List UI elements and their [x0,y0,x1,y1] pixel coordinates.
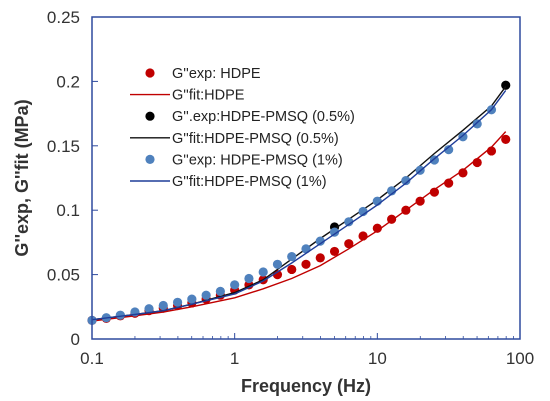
data-point [501,80,511,90]
series-2 [91,131,507,322]
y-tick-label: 0 [71,330,80,349]
legend-item: G''fit:HDPE [130,88,245,104]
y-tick-label: 0.15 [47,137,80,156]
legend-marker-swatch [145,111,155,121]
x-axis-title: Frequency (Hz) [241,376,371,396]
data-point [115,310,125,320]
data-point [301,259,311,269]
data-point [472,119,482,129]
data-point [258,267,268,277]
data-point [272,259,283,269]
x-tick-label: 0.1 [80,349,104,368]
legend-marker-swatch [145,154,155,164]
x-tick-label: 10 [368,349,387,368]
legend-item: G''.exp:HDPE-PMSQ (0.5%) [145,109,355,125]
data-point [444,145,454,155]
y-tick-label: 0.05 [47,266,80,285]
data-point [144,304,154,314]
series-line [91,89,507,321]
legend-label: G''fit:HDPE-PMSQ (0.5%) [172,131,339,147]
legend: G''exp: HDPE G''fit:HDPE G''.exp:HDPE-PMSQ… [130,66,355,190]
data-point [501,134,511,144]
data-point [344,217,354,227]
legend-label: G''fit:HDPE [172,88,245,104]
data-point [230,280,240,290]
legend-item: G''exp: HDPE-PMSQ (1%) [145,152,343,168]
plot-frame [91,16,521,340]
legend-label: G''.exp:HDPE-PMSQ (0.5%) [172,109,355,125]
legend-marker-swatch [145,68,155,78]
y-tick-label: 0.1 [56,201,80,220]
series-3 [329,80,511,232]
data-point [172,297,183,307]
legend-item: G''exp: HDPE [145,66,261,82]
y-axis-ticks: 0 0.05 0.1 0.15 0.2 0.25 [47,8,98,349]
data-point [401,175,411,186]
x-tick-label: 100 [506,349,534,368]
data-point [372,223,382,233]
series-layer [87,80,511,325]
x-tick-label: 1 [230,349,239,368]
data-point [215,286,225,296]
legend-item: G''fit:HDPE-PMSQ (0.5%) [130,131,339,147]
data-point [458,132,468,142]
data-point [244,273,254,284]
data-point [458,168,468,178]
series-line [91,131,507,322]
legend-item: G''fit:HDPE-PMSQ (1%) [130,174,327,190]
y-tick-label: 0.25 [47,8,80,27]
data-point [272,270,283,280]
data-point [329,227,340,237]
data-point [201,290,211,300]
legend-label: G''fit:HDPE-PMSQ (1%) [172,174,327,190]
legend-label: G''exp: HDPE [172,66,261,82]
data-point [158,300,168,311]
data-point [287,251,297,262]
data-point [344,239,354,249]
y-tick-label: 0.2 [56,72,80,91]
legend-label: G''exp: HDPE-PMSQ (1%) [172,152,343,168]
series-6 [91,89,507,321]
data-point [301,244,311,254]
data-point [315,253,325,263]
x-axis-ticks: 0.1 1 10 100 [80,333,534,368]
data-point [187,294,197,304]
data-point [315,236,325,246]
data-point [329,246,340,257]
data-point [429,187,440,197]
data-point [287,264,297,275]
y-axis-title: G''exp, G''fit (MPa) [12,99,32,256]
